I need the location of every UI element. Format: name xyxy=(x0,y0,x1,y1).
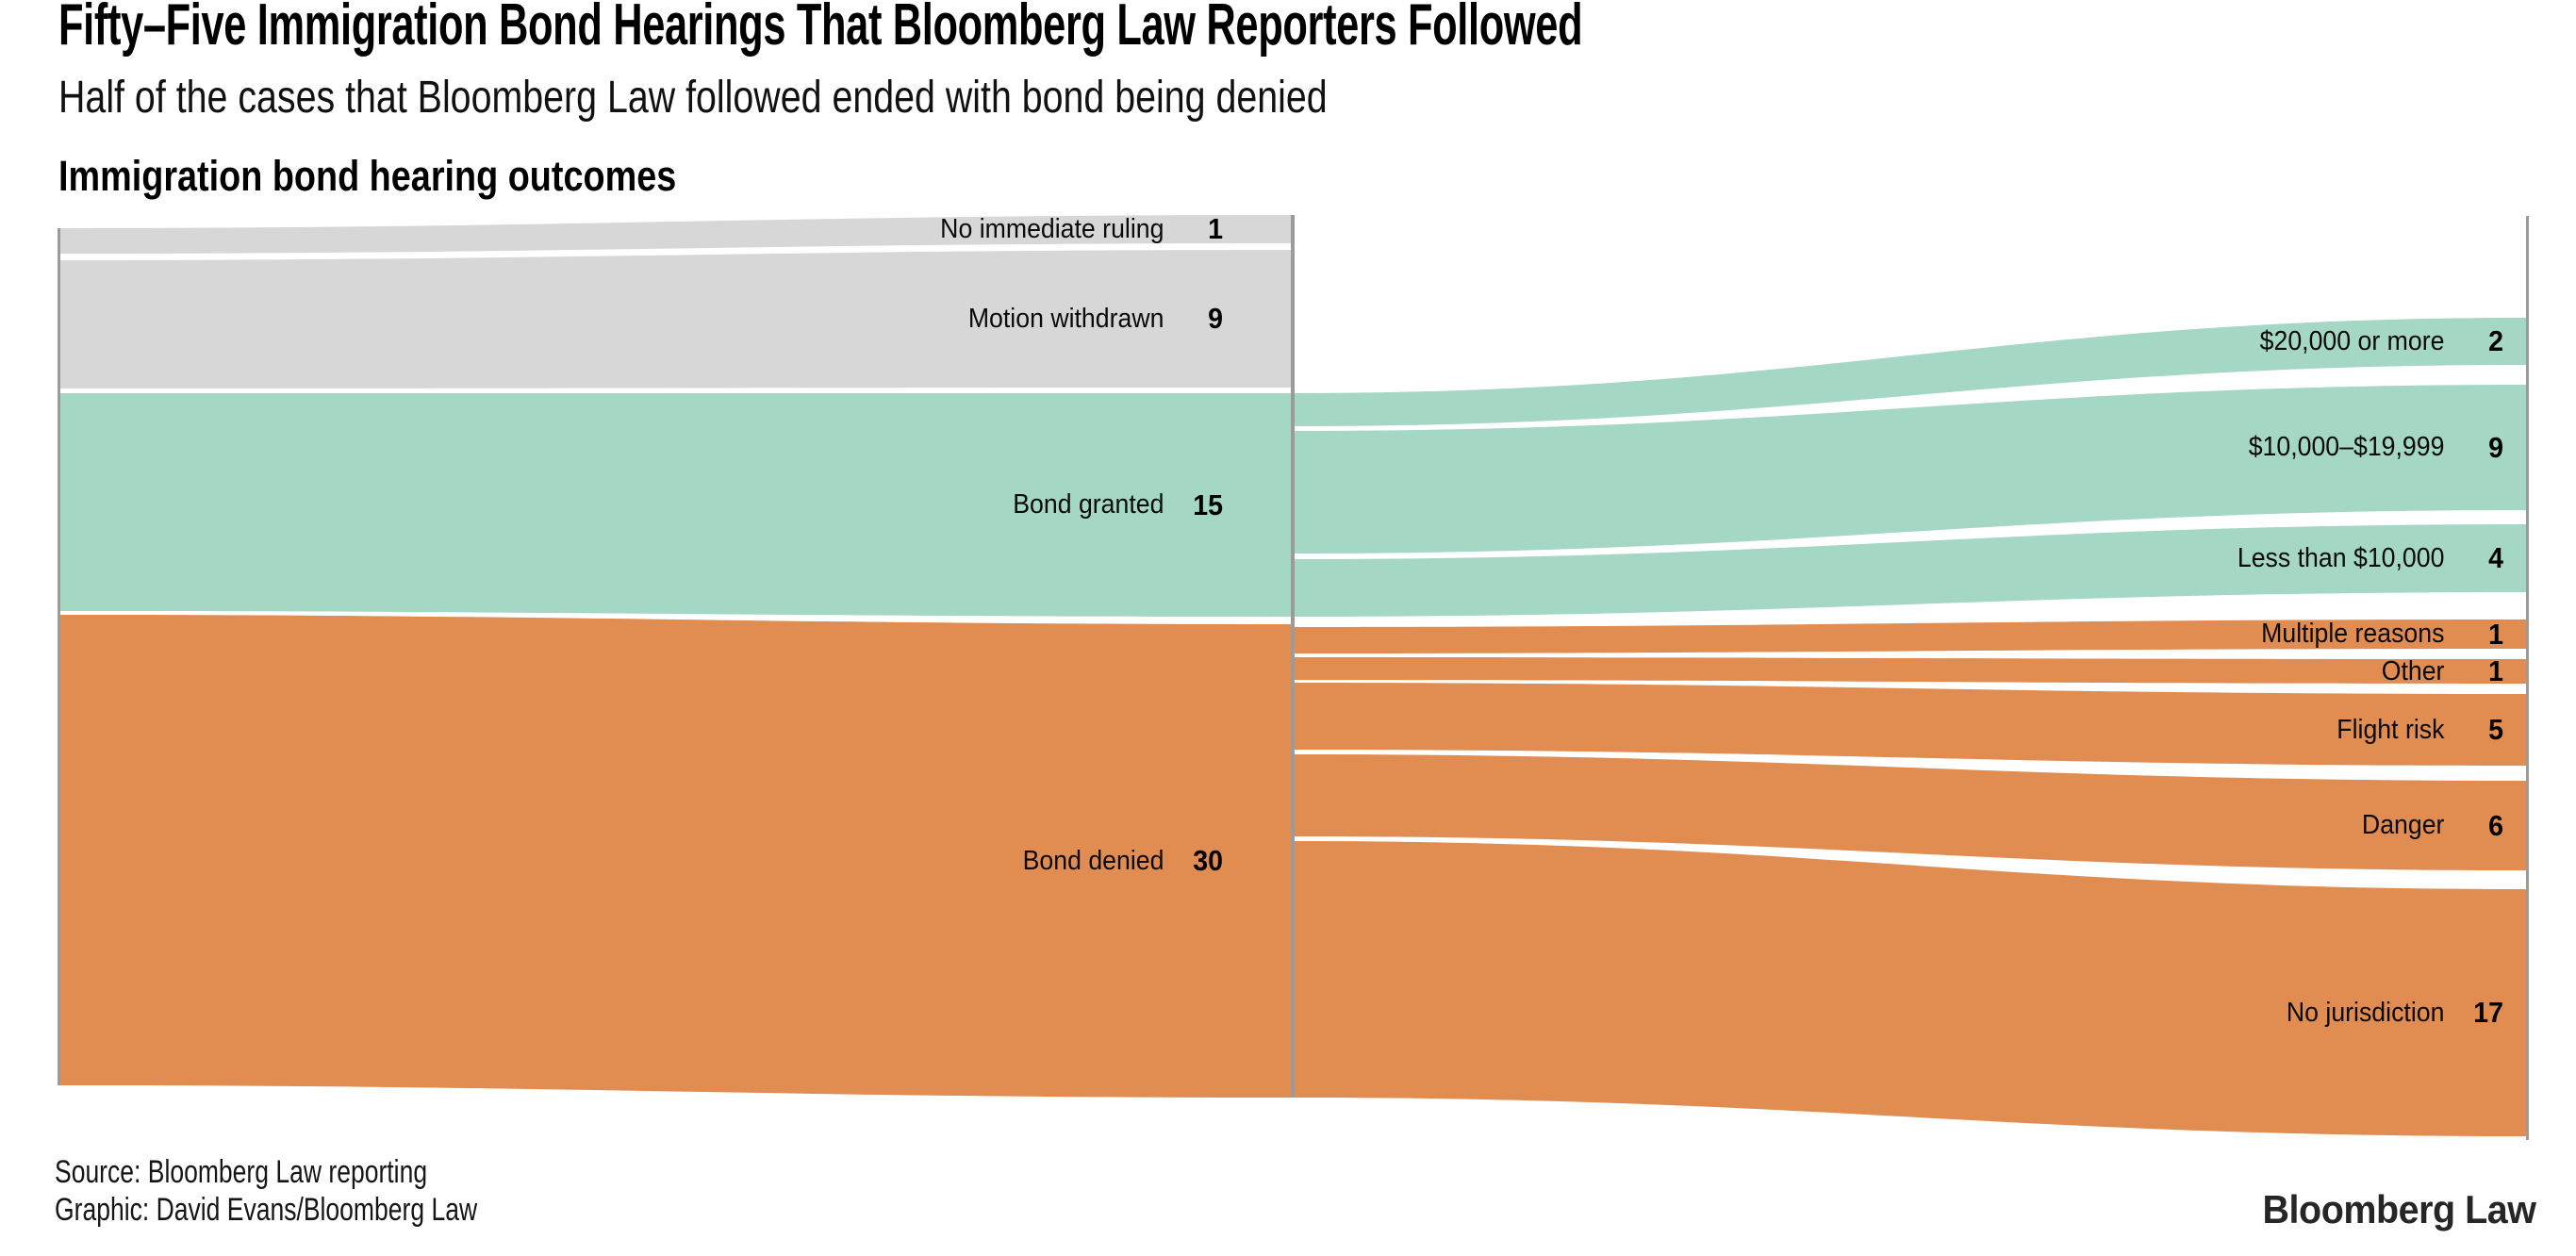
footer-credits: Source: Bloomberg Law reporting Graphic:… xyxy=(55,1153,477,1229)
node-value: 1 xyxy=(1208,212,1223,245)
node-label: $20,000 or more xyxy=(2259,325,2445,356)
right-node-label-row: $10,000–$19,999 9 xyxy=(200,427,2503,469)
right-edge-line xyxy=(2526,216,2529,1140)
flow-other xyxy=(1293,657,2526,684)
source-line: Source: Bloomberg Law reporting xyxy=(55,1154,428,1190)
node-label: Multiple reasons xyxy=(2261,619,2445,649)
node-value: 4 xyxy=(2488,541,2503,574)
node-label: Motion withdrawn xyxy=(967,303,1164,334)
node-label: Other xyxy=(2381,655,2445,686)
node-value: 6 xyxy=(2488,808,2503,842)
node-value: 2 xyxy=(2488,324,2503,357)
left-node-label-row: Motion withdrawn 9 xyxy=(98,298,1223,339)
page-subtitle: Half of the cases that Bloomberg Law fol… xyxy=(58,73,1328,123)
node-label: Bond granted xyxy=(1013,489,1164,520)
node-value: 30 xyxy=(1193,844,1223,877)
chart-section-label: Immigration bond hearing outcomes xyxy=(58,152,677,200)
right-node-label-row: Flight risk 5 xyxy=(200,709,2503,751)
node-value: 1 xyxy=(2488,654,2503,687)
node-value: 15 xyxy=(1193,488,1223,521)
divider-line xyxy=(1291,215,1295,1098)
right-node-label-row: Less than $10,000 4 xyxy=(200,537,2503,579)
left-node-label-row: Bond granted 15 xyxy=(98,485,1223,526)
node-label: $10,000–$19,999 xyxy=(2248,432,2445,462)
node-band-motion-withdrawn xyxy=(59,250,1293,388)
right-node-label-row: $20,000 or more 2 xyxy=(200,321,2503,362)
left-node-label-row: No immediate ruling 1 xyxy=(98,208,1223,250)
node-label: Danger xyxy=(2361,810,2445,840)
flow-10-000-19-999 xyxy=(1293,385,2526,554)
right-node-label-row: Multiple reasons 1 xyxy=(200,614,2503,655)
node-label: Bond denied xyxy=(1022,845,1164,876)
flow-less-than-10-000 xyxy=(1293,524,2526,617)
node-value: 1 xyxy=(2488,617,2503,651)
node-value: 9 xyxy=(2488,430,2503,464)
page-title: Fifty–Five Immigration Bond Hearings Tha… xyxy=(58,0,1583,58)
node-band-bond-denied xyxy=(59,615,1293,1098)
node-band-no-immediate-ruling xyxy=(59,215,1293,254)
left-edge-line xyxy=(58,228,60,1085)
flow-multiple-reasons xyxy=(1293,620,2526,653)
node-label: No jurisdiction xyxy=(2286,997,2445,1028)
credit-line: Graphic: David Evans/Bloomberg Law xyxy=(55,1192,478,1228)
right-node-label-row: No jurisdiction 17 xyxy=(200,992,2503,1033)
right-node-label-row: Other 1 xyxy=(200,651,2503,692)
node-band-bond-granted xyxy=(59,393,1293,617)
bloomberg-law-logo: Bloomberg Law xyxy=(2262,1187,2536,1231)
node-label: No immediate ruling xyxy=(940,213,1164,244)
node-label: Flight risk xyxy=(2337,714,2445,745)
right-node-label-row: Danger 6 xyxy=(200,805,2503,847)
node-label: Less than $10,000 xyxy=(2237,542,2445,573)
node-value: 17 xyxy=(2473,996,2503,1029)
left-node-label-row: Bond denied 30 xyxy=(98,840,1223,882)
flow-danger xyxy=(1293,754,2526,870)
flow-no-jurisdiction xyxy=(1293,841,2526,1136)
node-value: 5 xyxy=(2488,713,2503,746)
node-value: 9 xyxy=(1208,302,1223,335)
flow-flight-risk xyxy=(1293,683,2526,766)
flow-20-000-or-more xyxy=(1293,318,2526,426)
